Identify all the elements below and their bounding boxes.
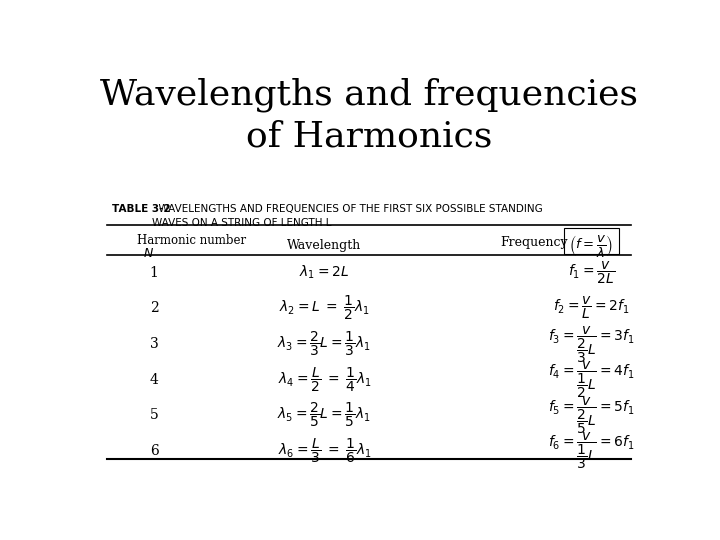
Text: $f_4 = \dfrac{v}{\dfrac{1}{2}L} = 4f_1$: $f_4 = \dfrac{v}{\dfrac{1}{2}L} = 4f_1$	[549, 360, 635, 400]
Text: $f_2 = \dfrac{v}{L} = 2f_1$: $f_2 = \dfrac{v}{L} = 2f_1$	[554, 295, 630, 321]
Text: $\lambda_2 = L \;=\; \dfrac{1}{2}\lambda_1$: $\lambda_2 = L \;=\; \dfrac{1}{2}\lambda…	[279, 294, 370, 322]
Text: $\lambda_3 = \dfrac{2}{3}L = \dfrac{1}{3}\lambda_1$: $\lambda_3 = \dfrac{2}{3}L = \dfrac{1}{3…	[277, 330, 372, 359]
Text: $f_3 = \dfrac{v}{\dfrac{2}{3}L} = 3f_1$: $f_3 = \dfrac{v}{\dfrac{2}{3}L} = 3f_1$	[549, 324, 635, 365]
Text: $f_6 = \dfrac{v}{\dfrac{1}{3}L} = 6f_1$: $f_6 = \dfrac{v}{\dfrac{1}{3}L} = 6f_1$	[549, 430, 635, 471]
Text: 3: 3	[150, 337, 158, 351]
Text: Wavelength: Wavelength	[287, 239, 361, 252]
Text: 2: 2	[150, 301, 158, 315]
Text: $f_5 = \dfrac{v}{\dfrac{2}{5}L} = 5f_1$: $f_5 = \dfrac{v}{\dfrac{2}{5}L} = 5f_1$	[549, 395, 635, 436]
Text: 1: 1	[150, 266, 158, 280]
Text: $\lambda_4 = \dfrac{L}{2} \;=\; \dfrac{1}{4}\lambda_1$: $\lambda_4 = \dfrac{L}{2} \;=\; \dfrac{1…	[278, 366, 371, 394]
Text: $f_1 = \dfrac{v}{2L}$: $f_1 = \dfrac{v}{2L}$	[568, 260, 615, 286]
Text: $\left(f = \dfrac{v}{\lambda}\right)$: $\left(f = \dfrac{v}{\lambda}\right)$	[570, 233, 613, 259]
Text: WAVELENGTHS AND FREQUENCIES OF THE FIRST SIX POSSIBLE STANDING
WAVES ON A STRING: WAVELENGTHS AND FREQUENCIES OF THE FIRST…	[153, 204, 544, 228]
Text: TABLE 3-2: TABLE 3-2	[112, 204, 171, 214]
FancyBboxPatch shape	[564, 228, 619, 254]
Text: Harmonic number: Harmonic number	[138, 234, 246, 247]
Text: Wavelengths and frequencies
of Harmonics: Wavelengths and frequencies of Harmonics	[100, 77, 638, 154]
Text: $\lambda_6 = \dfrac{L}{3} \;=\; \dfrac{1}{6}\lambda_1$: $\lambda_6 = \dfrac{L}{3} \;=\; \dfrac{1…	[278, 436, 371, 465]
Text: $\lambda_1 = 2L$: $\lambda_1 = 2L$	[300, 264, 349, 281]
Text: $\lambda_5 = \dfrac{2}{5}L = \dfrac{1}{5}\lambda_1$: $\lambda_5 = \dfrac{2}{5}L = \dfrac{1}{5…	[277, 401, 372, 429]
Text: Frequency: Frequency	[500, 236, 568, 249]
Text: 6: 6	[150, 444, 158, 458]
Text: $N$: $N$	[143, 246, 154, 260]
Text: 4: 4	[150, 373, 158, 387]
Text: 5: 5	[150, 408, 158, 422]
